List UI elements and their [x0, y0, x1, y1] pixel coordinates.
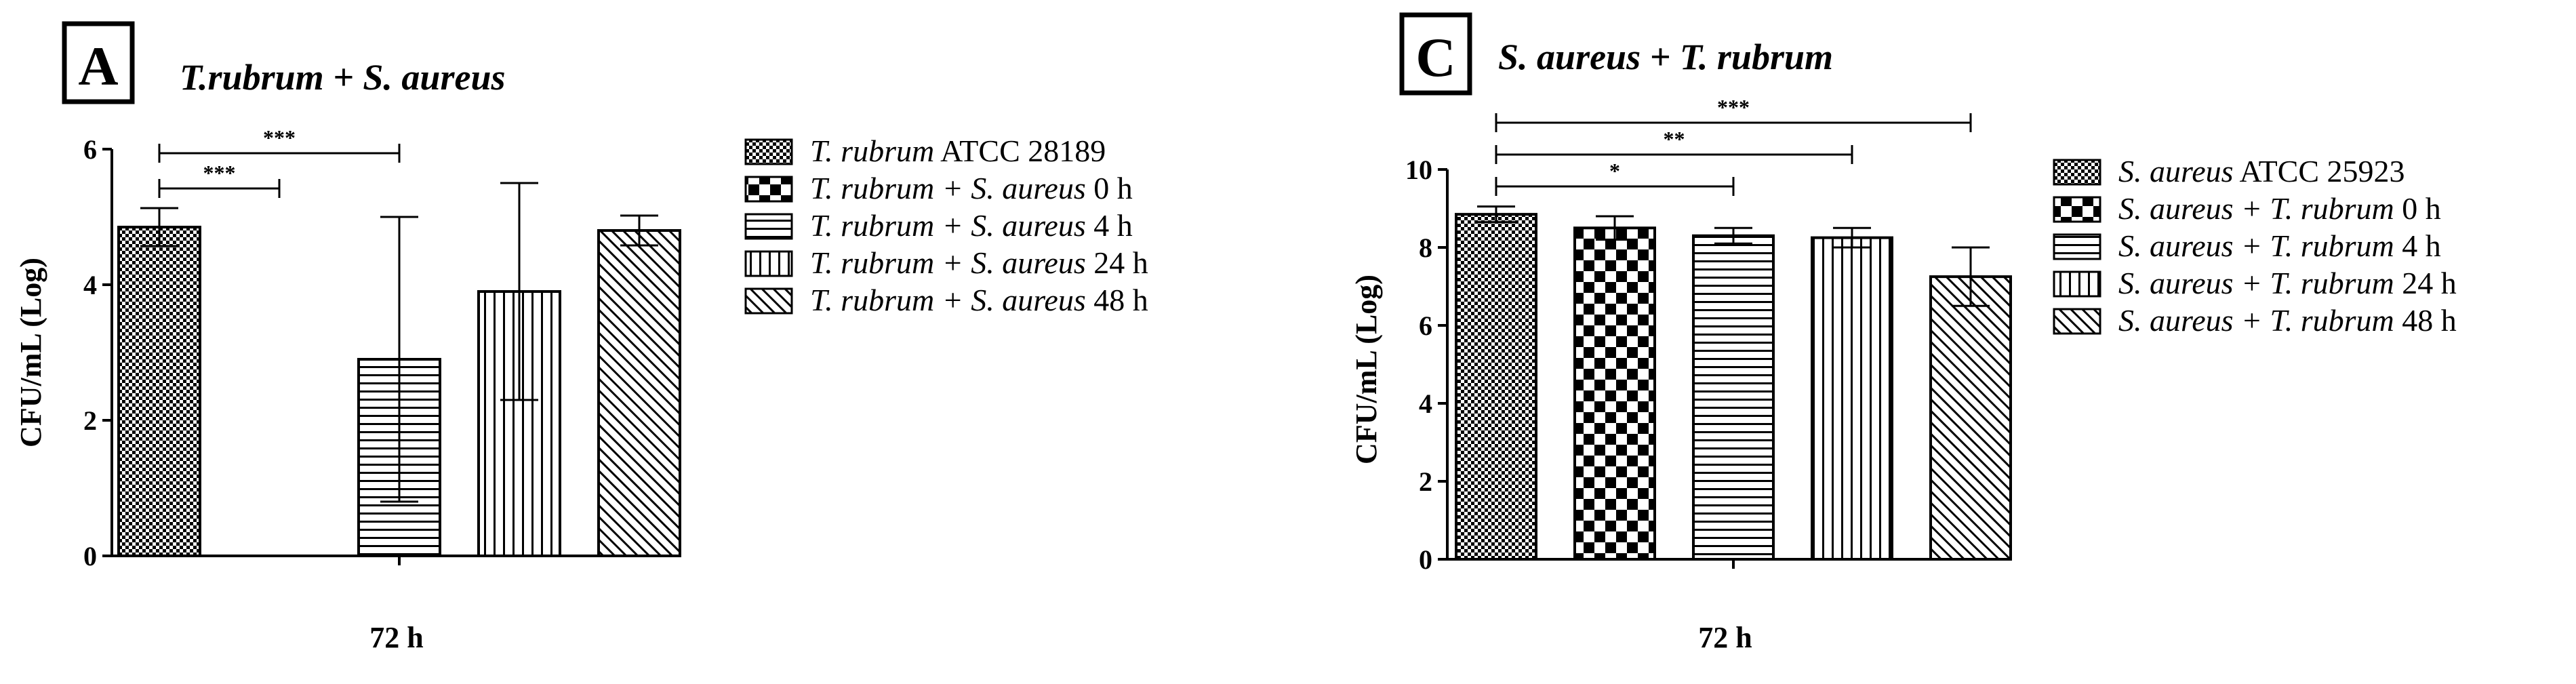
- panel-c-legend-swatch-4: [2053, 270, 2101, 298]
- panel-c-xlabel: 72 h: [1698, 621, 1752, 654]
- panel-a-label: A: [78, 35, 118, 97]
- panel-c-label: C: [1415, 26, 1455, 88]
- panel-c-y-tick-label: 4: [1419, 388, 1432, 419]
- panel-c: C S. aureus + T. rubrum CFU/mL (Log) 72 …: [1350, 12, 2457, 654]
- panel-a-legend-swatch-1: [744, 138, 793, 165]
- panel-a-legend-swatch-5: [744, 287, 793, 315]
- panel-c-bar-3: [1692, 234, 1775, 561]
- panel-a-significance: *** ***: [158, 125, 401, 198]
- panel-a-legend-entry-5: T. rubrum + S. aureus 48 h: [810, 283, 1148, 317]
- panel-a-legend-swatch-3: [744, 213, 793, 240]
- panel-a-ylabel: CFU/mL (Log): [14, 258, 47, 447]
- panel-c-title: S. aureus + T. rubrum: [1498, 37, 1833, 77]
- panel-a-xlabel: 72 h: [369, 621, 423, 654]
- panel-c-legend-entry-4: S. aureus + T. rubrum 24 h: [2118, 266, 2457, 300]
- panel-c-ylabel: CFU/mL (Log): [1350, 275, 1383, 464]
- panel-c-bar-1: [1455, 213, 1537, 561]
- panel-c-y-tick-label: 6: [1419, 310, 1432, 341]
- panel-c-legend-swatch-2: [2053, 196, 2101, 223]
- panel-c-sig-label-1: *: [1609, 159, 1620, 183]
- panel-c-legend-swatch-3: [2053, 233, 2101, 260]
- panel-c-bar-4: [1811, 236, 1893, 561]
- panel-c-bar-2: [1573, 226, 1656, 561]
- panel-c-legend-swatch-1: [2053, 159, 2101, 186]
- panel-a: A T.rubrum + S. aureus CFU/mL (Log) 72 h…: [14, 21, 1148, 654]
- panel-c-bars: [1455, 205, 2012, 561]
- panel-c-y-tick-label: 10: [1405, 155, 1432, 185]
- panel-a-sig-label-2: ***: [263, 125, 296, 150]
- panel-c-bar-5: [1929, 275, 2012, 561]
- panel-a-legend-swatch-4: [744, 250, 793, 277]
- panel-c-label-box: [1399, 12, 1472, 96]
- panel-a-bars: [117, 182, 681, 557]
- panel-a-title: T.rubrum + S. aureus: [180, 57, 506, 98]
- panel-a-y-tick-label: 6: [83, 134, 97, 165]
- panel-a-bar-5: [597, 229, 681, 557]
- panel-a-y-tick-label: 2: [83, 405, 97, 436]
- panel-a-legend-entry-3: T. rubrum + S. aureus 4 h: [810, 208, 1133, 243]
- panel-c-sig-label-2: **: [1664, 127, 1685, 151]
- panel-a-legend-entry-4: T. rubrum + S. aureus 24 h: [810, 245, 1148, 280]
- panel-c-sig-label-3: ***: [1717, 95, 1750, 119]
- panel-c-significance: ******: [1495, 95, 1972, 196]
- panel-a-sig-label-1: ***: [203, 161, 236, 185]
- panel-a-legend-entry-1: T. rubrum ATCC 28189: [810, 134, 1106, 168]
- panel-c-y-tick-label: 2: [1419, 466, 1432, 497]
- panel-a-label-box: [62, 21, 135, 104]
- panel-a-y-tick-label: 4: [83, 270, 97, 300]
- panel-a-y-tick-label: 0: [83, 541, 97, 571]
- panel-c-legend-entry-2: S. aureus + T. rubrum 0 h: [2118, 191, 2441, 226]
- panel-c-legend-entry-1: S. aureus ATCC 25923: [2118, 154, 2405, 188]
- panel-a-legend-swatch-2: [744, 176, 793, 203]
- panel-a-legend-entry-2: T. rubrum + S. aureus 0 h: [810, 171, 1133, 205]
- panel-c-y-tick-label: 0: [1419, 544, 1432, 575]
- panel-c-legend-swatch-5: [2053, 308, 2101, 335]
- panel-c-legend-entry-5: S. aureus + T. rubrum 48 h: [2118, 303, 2457, 338]
- panel-a-bar-1: [117, 226, 201, 557]
- panel-c-y-tick-label: 8: [1419, 233, 1432, 263]
- panel-c-legend-entry-3: S. aureus + T. rubrum 4 h: [2118, 228, 2441, 263]
